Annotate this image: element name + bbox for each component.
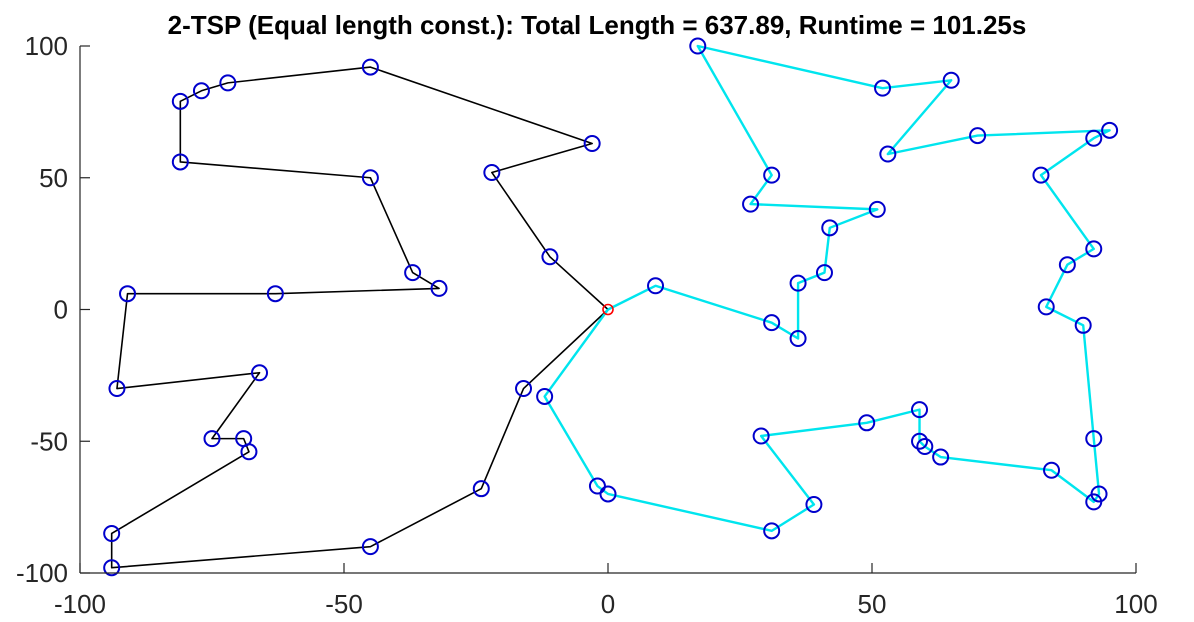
city-point xyxy=(541,248,559,266)
city-point xyxy=(108,380,126,398)
city-point xyxy=(219,74,237,92)
city-point xyxy=(430,279,448,297)
city-point xyxy=(203,430,221,448)
city-point xyxy=(763,166,781,184)
city-point xyxy=(789,274,807,292)
x-tick-label: -100 xyxy=(54,589,106,619)
city-point xyxy=(1085,240,1103,258)
y-tick-label: -100 xyxy=(16,558,68,588)
points-layer xyxy=(103,37,1119,577)
city-point xyxy=(1037,298,1055,316)
city-point xyxy=(1043,461,1061,479)
city-point xyxy=(911,401,929,419)
city-point xyxy=(103,524,121,542)
city-point xyxy=(1058,256,1076,274)
routes-layer xyxy=(110,44,1111,569)
city-point xyxy=(1074,316,1092,334)
city-point xyxy=(583,134,601,152)
city-point xyxy=(932,448,950,466)
city-point xyxy=(171,153,189,171)
city-point xyxy=(171,92,189,110)
chart-title: 2-TSP (Equal length const.): Total Lengt… xyxy=(168,10,1027,40)
city-point xyxy=(763,314,781,332)
city-point xyxy=(103,559,121,577)
city-point xyxy=(119,285,137,303)
x-tick-label: -50 xyxy=(325,589,363,619)
y-tick-label: -50 xyxy=(30,426,68,456)
city-point xyxy=(647,277,665,295)
city-point xyxy=(969,127,987,145)
route-2-line xyxy=(543,44,1111,533)
city-point xyxy=(251,364,269,382)
x-tick-label: 100 xyxy=(1114,589,1157,619)
route-1-line xyxy=(110,66,609,569)
city-point xyxy=(483,163,501,181)
city-point xyxy=(472,480,490,498)
city-point xyxy=(515,380,533,398)
city-point xyxy=(1101,121,1119,139)
x-tick-label: 50 xyxy=(858,589,887,619)
city-point xyxy=(1085,129,1103,147)
x-tick-label: 0 xyxy=(601,589,615,619)
city-point xyxy=(874,79,892,97)
city-point xyxy=(1032,166,1050,184)
y-tick-label: 100 xyxy=(25,31,68,61)
city-point xyxy=(689,37,707,55)
depot-point xyxy=(602,303,614,316)
city-point xyxy=(536,387,554,405)
city-point xyxy=(868,200,886,218)
city-point xyxy=(911,432,929,450)
city-point xyxy=(879,145,897,163)
city-point xyxy=(789,329,807,347)
city-point xyxy=(361,169,379,187)
city-point xyxy=(588,477,606,495)
city-point xyxy=(192,82,210,100)
city-point xyxy=(361,538,379,556)
city-point xyxy=(1085,493,1103,511)
city-point xyxy=(1085,430,1103,448)
city-point xyxy=(805,495,823,513)
city-point xyxy=(858,414,876,432)
city-point xyxy=(821,219,839,237)
city-point xyxy=(266,285,284,303)
city-point xyxy=(763,522,781,540)
y-tick-label: 50 xyxy=(39,163,68,193)
city-point xyxy=(916,438,934,456)
city-point xyxy=(742,195,760,213)
y-tick-label: 0 xyxy=(54,295,68,325)
city-point xyxy=(361,58,379,76)
city-point xyxy=(752,427,770,445)
axes-layer: -100 -50 0 50 100 100 50 0 -50 -100 xyxy=(16,31,1158,619)
city-point xyxy=(240,443,258,461)
city-point xyxy=(942,71,960,89)
city-point xyxy=(404,264,422,282)
city-point xyxy=(815,264,833,282)
